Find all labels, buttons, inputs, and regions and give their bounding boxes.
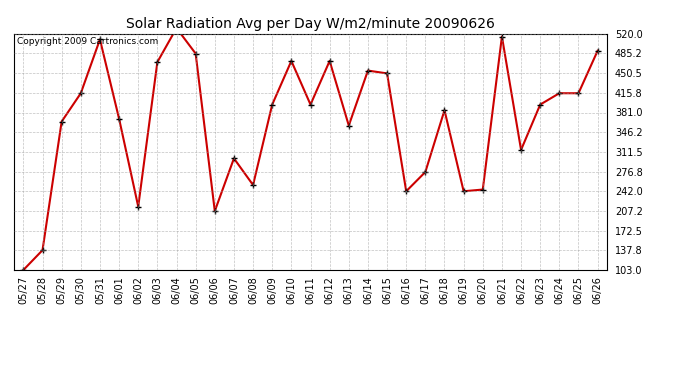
Text: Copyright 2009 Cartronics.com: Copyright 2009 Cartronics.com — [17, 37, 158, 46]
Title: Solar Radiation Avg per Day W/m2/minute 20090626: Solar Radiation Avg per Day W/m2/minute … — [126, 17, 495, 31]
